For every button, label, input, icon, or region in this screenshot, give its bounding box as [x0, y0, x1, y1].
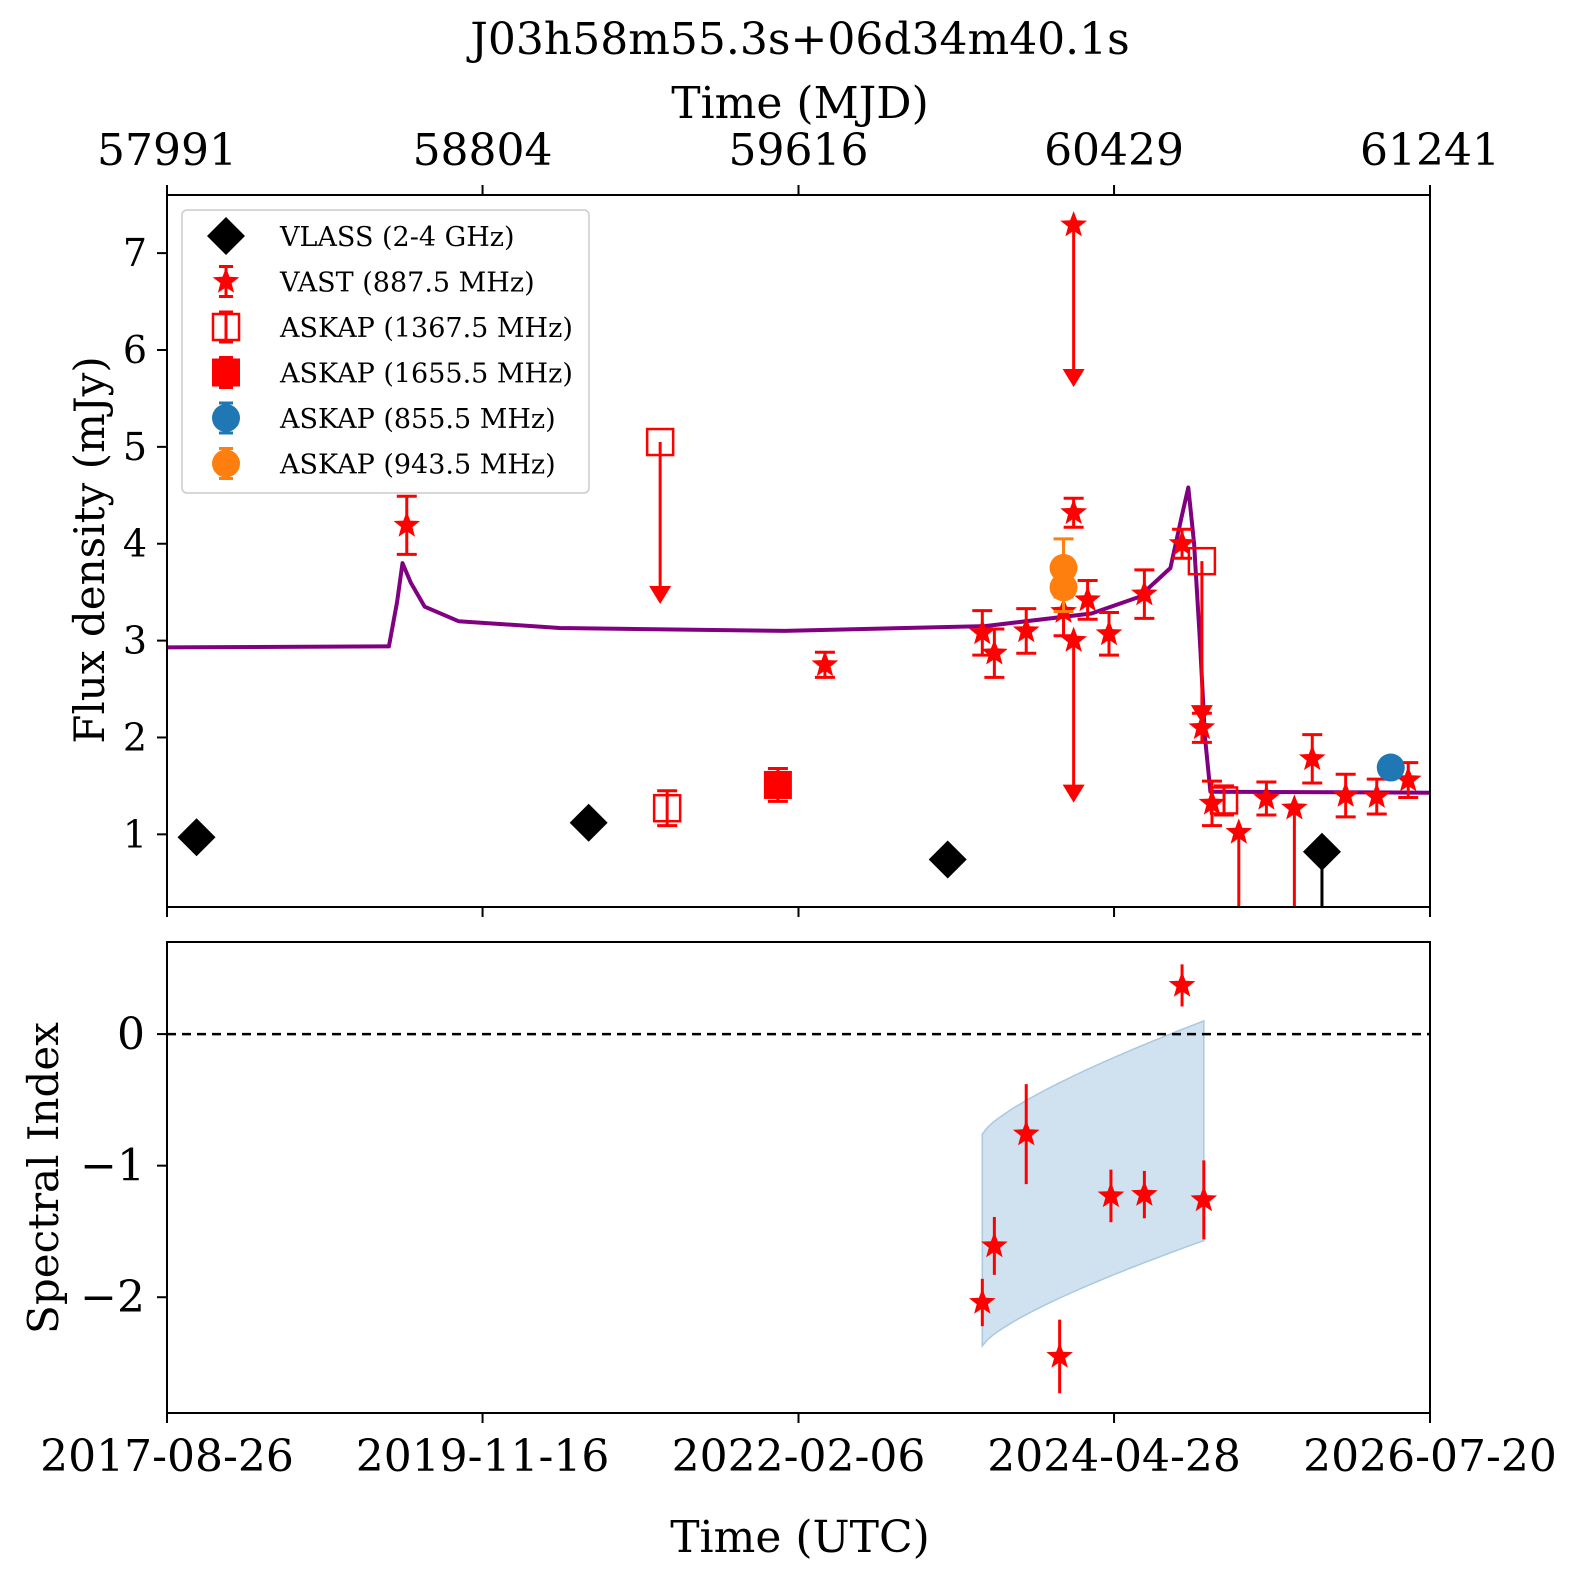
data-point	[393, 511, 421, 537]
flux-axes-frame	[166, 194, 1431, 908]
y-tick-label: −1	[80, 1141, 145, 1192]
data-point	[969, 618, 996, 645]
spectral-plot-area	[167, 964, 1430, 1394]
top-x-tick-label: 61241	[1360, 125, 1500, 176]
data-point	[1060, 626, 1087, 652]
data-point	[1190, 1185, 1218, 1212]
data-point	[1188, 713, 1216, 740]
legend-marker	[212, 404, 240, 432]
data-point	[1012, 616, 1040, 643]
top-axis-label: Time (MJD)	[671, 78, 928, 129]
x-tick-label: 2026-07-20	[1303, 1431, 1557, 1482]
data-point	[811, 650, 839, 677]
data-point	[569, 803, 608, 842]
spectral-axes-frame	[166, 941, 1431, 1414]
legend-label: ASKAP (943.5 MHz)	[279, 450, 556, 481]
legend-label: VAST (887.5 MHz)	[279, 268, 535, 299]
y-tick-label: 6	[123, 328, 147, 372]
top-x-tick-label: 59616	[729, 125, 869, 176]
legend-marker	[207, 217, 245, 255]
data-point	[1225, 818, 1253, 844]
legend-marker	[212, 358, 240, 387]
data-point	[1332, 781, 1359, 807]
upper-limit-arrow-arrowhead	[1062, 369, 1085, 388]
x-tick-label: 2019-11-16	[356, 1431, 610, 1482]
data-point	[981, 1231, 1008, 1258]
x-tick-label: 2022-02-06	[672, 1431, 926, 1482]
data-point	[1168, 971, 1196, 997]
y-tick-label: 0	[117, 1009, 145, 1060]
upper-limit-arrow-arrowhead	[649, 586, 672, 605]
top-x-tick-label: 57991	[97, 125, 237, 176]
x-axis-label: Time (UTC)	[670, 1512, 930, 1563]
data-point	[1394, 766, 1422, 792]
data-point	[1302, 832, 1341, 871]
plot-layer: 1 2 3 4 5 6 7 57991 58804 59616 60429 61241 −2 −1 0 201…	[40, 125, 1557, 1482]
data-point	[763, 770, 792, 799]
y-tick-label: 3	[123, 619, 147, 663]
data-point	[1131, 580, 1158, 606]
upper-limit-arrow-arrowhead	[1190, 705, 1213, 724]
data-point	[1281, 794, 1308, 820]
data-point	[1298, 744, 1326, 771]
y-axis-label-flux: Flux density (mJy)	[65, 356, 114, 744]
model-curve	[167, 485, 1430, 795]
uncertainty-band	[981, 1019, 1205, 1348]
legend-marker	[212, 449, 240, 478]
x-tick-label: 2017-08-26	[40, 1431, 294, 1482]
data-point	[981, 639, 1008, 665]
flux-plot-area	[167, 211, 1430, 1014]
data-point	[1253, 784, 1280, 810]
data-point	[1060, 211, 1087, 237]
data-point	[1049, 573, 1078, 602]
data-point	[1376, 753, 1405, 782]
upper-limit-arrow-arrowhead	[1311, 996, 1333, 1014]
y-axis-label-spectral: Spectral Index	[19, 1022, 68, 1334]
y-tick-label: 2	[123, 715, 147, 759]
upper-limit-arrow-arrowhead	[1283, 952, 1305, 970]
legend-label: ASKAP (855.5 MHz)	[279, 404, 556, 435]
data-point	[1097, 1181, 1125, 1208]
legend: VLASS (2-4 GHz) VAST (887.5 MHz) ASKAP (13…	[181, 209, 590, 494]
x-tick-label: 2024-04-28	[987, 1431, 1241, 1482]
top-x-tick-label: 58804	[413, 125, 553, 176]
y-tick-label: 1	[123, 812, 147, 856]
data-point	[969, 1288, 996, 1314]
y-tick-label: −2	[80, 1272, 145, 1323]
data-point	[1074, 585, 1101, 612]
legend-label: ASKAP (1655.5 MHz)	[279, 359, 573, 390]
y-tick-label: 4	[123, 522, 147, 566]
data-point	[1012, 1120, 1040, 1146]
data-point	[1209, 786, 1239, 815]
data-point	[1095, 619, 1123, 646]
legend-label: ASKAP (1367.5 MHz)	[279, 313, 573, 344]
data-point	[1131, 1180, 1158, 1206]
legend-label: VLASS (2-4 GHz)	[279, 222, 515, 253]
data-point	[1046, 1342, 1073, 1368]
upper-limit-arrow-arrowhead	[1228, 976, 1250, 994]
upper-limit-arrow-arrowhead	[1062, 784, 1085, 803]
legend-marker	[211, 312, 241, 342]
top-x-tick-label: 60429	[1044, 125, 1184, 176]
data-point	[652, 793, 682, 823]
y-tick-label: 5	[123, 425, 147, 469]
data-point	[928, 840, 967, 879]
data-point	[1168, 529, 1196, 556]
data-point	[1187, 546, 1217, 576]
y-tick-label: 7	[123, 231, 147, 275]
chart-title: J03h58m55.3s+06d34m40.1s	[466, 14, 1130, 65]
data-point	[1060, 498, 1087, 525]
legend-marker	[212, 267, 240, 293]
legend-box	[181, 209, 590, 494]
data-point	[645, 427, 675, 457]
flux-panel-frame	[166, 194, 1431, 908]
data-point	[177, 818, 216, 857]
data-point	[1363, 782, 1391, 808]
